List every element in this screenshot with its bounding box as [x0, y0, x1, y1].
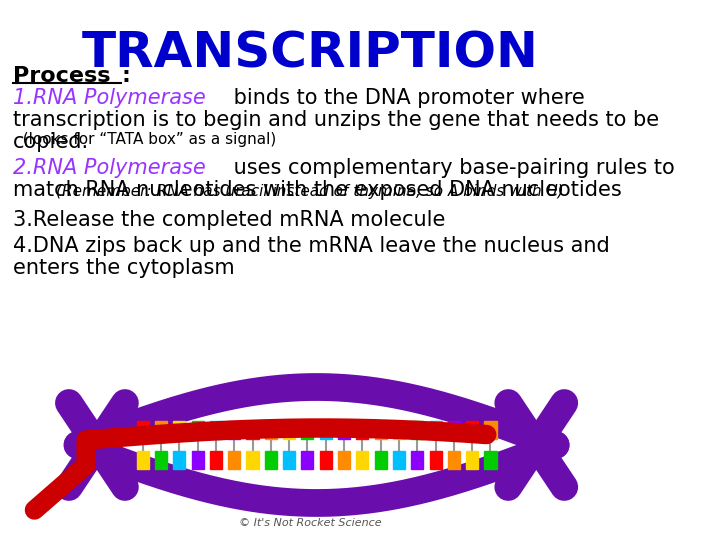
Text: match RNA nucleotides with the exposed DNA nucleotides: match RNA nucleotides with the exposed D… [13, 180, 621, 200]
Bar [228, 421, 240, 439]
Text: 4.DNA zips back up and the mRNA leave the nucleus and: 4.DNA zips back up and the mRNA leave th… [13, 236, 610, 256]
Bar [283, 421, 295, 439]
Bar [210, 421, 222, 439]
Bar [320, 451, 332, 469]
Text: (looks for “TATA box” as a signal): (looks for “TATA box” as a signal) [13, 132, 276, 147]
Text: enters the cytoplasm: enters the cytoplasm [13, 258, 235, 278]
Bar [155, 421, 167, 439]
Bar [338, 421, 350, 439]
Bar [466, 451, 478, 469]
Text: uses complementary base-pairing rules to: uses complementary base-pairing rules to [228, 158, 675, 178]
Bar [283, 451, 295, 469]
Bar [137, 421, 149, 439]
Bar [246, 421, 258, 439]
Bar [192, 451, 204, 469]
Bar [302, 421, 313, 439]
Text: :: : [121, 66, 130, 86]
Bar [485, 451, 497, 469]
Text: copied.: copied. [13, 132, 89, 152]
Bar [210, 451, 222, 469]
Bar [485, 421, 497, 439]
Text: 3.Release the completed mRNA molecule: 3.Release the completed mRNA molecule [13, 210, 445, 230]
Bar [155, 451, 167, 469]
Bar [430, 451, 441, 469]
Bar [302, 451, 313, 469]
Bar [393, 421, 405, 439]
Bar [430, 421, 441, 439]
Bar [448, 451, 460, 469]
Bar [246, 451, 258, 469]
Text: transcription is to begin and unzips the gene that needs to be: transcription is to begin and unzips the… [13, 110, 659, 130]
Text: (Remember: RNA has uracil instead of thymine, so A binds with U): (Remember: RNA has uracil instead of thy… [56, 184, 564, 199]
Bar [137, 451, 149, 469]
Bar [448, 421, 460, 439]
Bar [466, 421, 478, 439]
Bar [356, 421, 369, 439]
Bar [265, 451, 277, 469]
Bar [192, 421, 204, 439]
Text: TRANSCRIPTION: TRANSCRIPTION [81, 30, 539, 78]
Text: 1.RNA Polymerase: 1.RNA Polymerase [13, 88, 206, 108]
Bar [265, 421, 277, 439]
Text: 2.RNA Polymerase: 2.RNA Polymerase [13, 158, 206, 178]
Bar [174, 451, 185, 469]
Bar [228, 451, 240, 469]
Bar [411, 421, 423, 439]
Bar [411, 451, 423, 469]
Text: binds to the DNA promoter where: binds to the DNA promoter where [228, 88, 585, 108]
Text: Process: Process [13, 66, 110, 86]
Bar [174, 421, 185, 439]
Bar [356, 451, 369, 469]
Bar [393, 451, 405, 469]
Bar [374, 421, 387, 439]
Bar [338, 451, 350, 469]
Text: © It's Not Rocket Science: © It's Not Rocket Science [239, 518, 382, 528]
Bar [374, 451, 387, 469]
Bar [320, 421, 332, 439]
